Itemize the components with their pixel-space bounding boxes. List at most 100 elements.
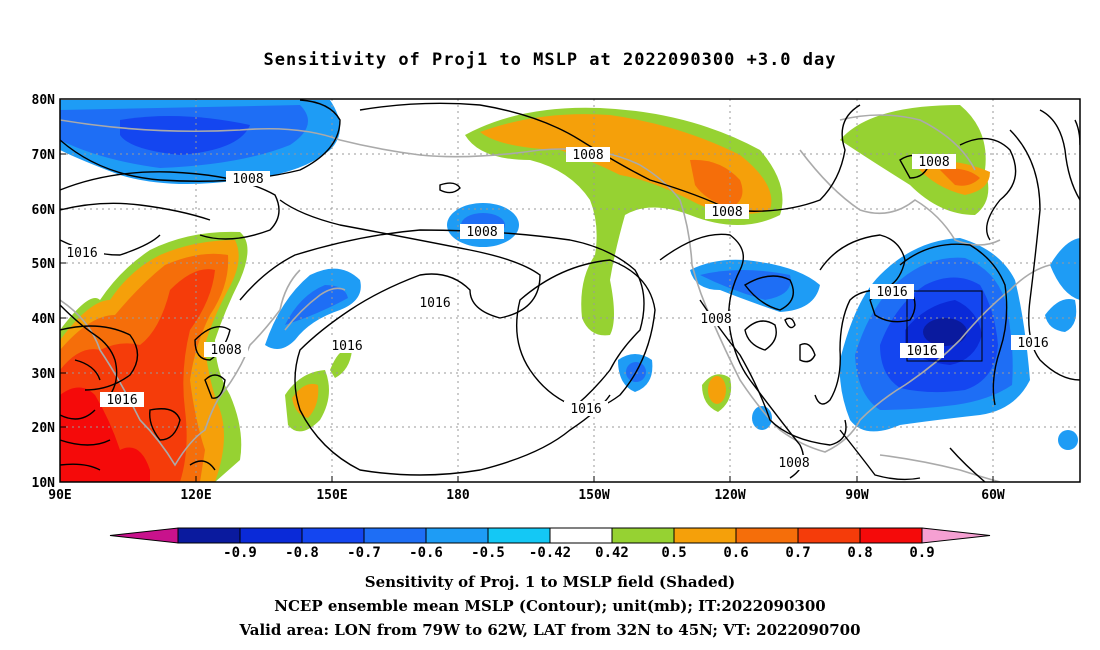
mslp-contours [60, 99, 1080, 482]
contour-label: 1016 [419, 296, 450, 311]
contour-label-box: 1016 [564, 401, 608, 417]
colorbar: -0.9 -0.8 -0.7 -0.6 -0.5 -0.42 0.42 0.5 0.6 0.7 0.… [109, 527, 991, 561]
contour-label: 1016 [906, 344, 937, 359]
neg-region [120, 116, 250, 155]
lon-label: 90W [845, 488, 869, 503]
contour-label-box: 1008 [460, 224, 504, 240]
neg-region [1058, 430, 1078, 450]
colorbar-swatch [239, 527, 303, 544]
contour-label-box: 1008 [912, 154, 956, 170]
pos-region [292, 383, 319, 418]
contour-label: 1016 [1017, 336, 1048, 351]
contour-label-box: 1016 [100, 392, 144, 408]
colorbar-swatch [425, 527, 489, 544]
contour-label: 1008 [700, 312, 731, 327]
contour-label-box: 1016 [900, 343, 944, 359]
contour-label-box: 1016 [1011, 335, 1055, 351]
valid-area-box [906, 290, 983, 362]
contour-label: 1008 [778, 456, 809, 471]
contour-label: 1008 [466, 225, 497, 240]
lon-label: 180 [446, 488, 470, 503]
lon-label: 120W [714, 488, 745, 503]
map-frame [59, 98, 1081, 483]
colorbar-label: 0.8 [847, 545, 872, 561]
colorbar-label: 0.7 [785, 545, 810, 561]
caption-valid-area: Valid area: LON from 79W to 62W, LAT fro… [239, 621, 861, 639]
colorbar-min-arrow [109, 527, 179, 544]
lat-label: 50N [32, 257, 56, 272]
contour-label: 1016 [66, 246, 97, 261]
lon-label: 90E [48, 488, 71, 503]
colorbar-swatch [301, 527, 365, 544]
colorbar-swatch [859, 527, 923, 544]
colorbar-label: 0.6 [723, 545, 748, 561]
contour-label: 1008 [918, 155, 949, 170]
coastlines [60, 114, 1051, 482]
lat-label: 30N [32, 367, 56, 382]
contour-label-box: 1016 [325, 338, 369, 354]
lat-labels: 80N 70N 60N 50N 40N 30N 20N 10N [32, 93, 56, 491]
colorbar-max-arrow [921, 527, 991, 544]
colorbar-swatch [735, 527, 799, 544]
lat-label: 80N [32, 93, 56, 108]
colorbar-swatch [797, 527, 861, 544]
pos-region [940, 168, 980, 186]
colorbar-label: 0.42 [595, 545, 629, 561]
colorbar-label: -0.8 [285, 545, 319, 561]
neg-region [923, 318, 967, 346]
contour-label: 1008 [232, 172, 263, 187]
colorbar-swatch [673, 527, 737, 544]
contour-label-box: 1008 [772, 455, 816, 471]
contour-label: 1016 [106, 393, 137, 408]
contour-label: 1016 [570, 402, 601, 417]
contour-label: 1008 [711, 205, 742, 220]
colorbar-label: -0.7 [347, 545, 381, 561]
contour-label-box: 1008 [705, 204, 749, 220]
lat-label: 70N [32, 148, 56, 163]
neg-region [1045, 299, 1077, 332]
colorbar-label: -0.9 [223, 545, 257, 561]
contour-label-box: 1008 [694, 311, 738, 327]
colorbar-label: -0.42 [529, 545, 571, 561]
lon-label: 60W [981, 488, 1005, 503]
grid-lines [60, 99, 1080, 482]
colorbar-swatch [611, 527, 675, 544]
contour-label: 1008 [210, 343, 241, 358]
lat-label: 10N [32, 476, 56, 491]
pos-region [690, 159, 743, 208]
lon-label: 120E [180, 488, 211, 503]
colorbar-label: 0.9 [909, 545, 934, 561]
contour-label-box: 1008 [566, 147, 610, 163]
contour-label: 1016 [876, 285, 907, 300]
caption-shaded: Sensitivity of Proj. 1 to MSLP field (Sh… [364, 573, 736, 591]
colorbar-swatch [177, 527, 241, 544]
colorbar-label: -0.6 [409, 545, 443, 561]
contour-label: 1016 [331, 339, 362, 354]
caption-contour: NCEP ensemble mean MSLP (Contour); unit(… [274, 597, 826, 615]
lat-label: 60N [32, 203, 56, 218]
contour-labels: 1008 1008 1008 1008 1008 1008 1008 1016 [60, 147, 1055, 471]
neg-region [285, 285, 348, 325]
lat-label: 40N [32, 312, 56, 327]
contour-label-box: 1016 [870, 284, 914, 300]
pos-region [60, 387, 150, 482]
colorbar-swatch [549, 527, 613, 544]
colorbar-swatch [363, 527, 427, 544]
lon-label: 150W [578, 488, 609, 503]
contour-label-box: 1008 [204, 342, 248, 358]
contour-label-box: 1008 [226, 171, 270, 187]
lon-label: 150E [316, 488, 347, 503]
neg-region [1050, 238, 1080, 300]
lat-label: 20N [32, 421, 56, 436]
colorbar-label: -0.5 [471, 545, 505, 561]
contour-label-box: 1016 [413, 295, 457, 311]
map-title: Sensitivity of Proj1 to MSLP at 20220903… [263, 50, 837, 70]
colorbar-swatch [487, 527, 551, 544]
contour-label-box: 1016 [60, 245, 104, 261]
pos-region [330, 349, 352, 378]
colorbar-label: 0.5 [661, 545, 686, 561]
tick-marks [60, 98, 994, 483]
pos-region [708, 376, 726, 404]
contour-label: 1008 [572, 148, 603, 163]
